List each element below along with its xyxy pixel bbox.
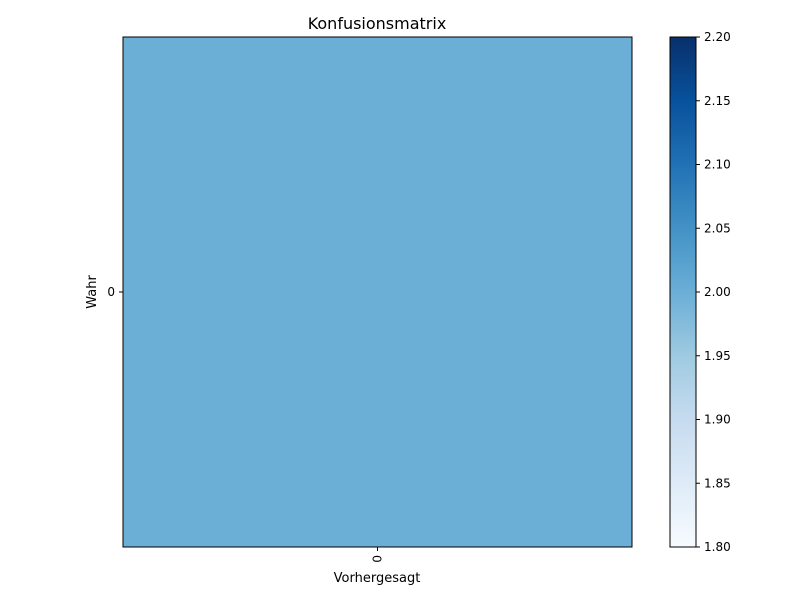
chart-title: Konfusionsmatrix xyxy=(308,14,447,33)
colorbar-tick-label: 2.20 xyxy=(704,30,731,44)
colorbar-tick-label: 1.95 xyxy=(704,349,731,363)
x-axis-ticks: 0 xyxy=(371,547,385,563)
y-axis-label: Wahr xyxy=(85,275,100,309)
y-axis-ticks: 0 xyxy=(107,285,123,299)
colorbar-tick-label: 2.15 xyxy=(704,94,731,108)
colorbar-tick-label: 1.90 xyxy=(704,413,731,427)
colorbar-tick-label: 1.80 xyxy=(704,540,731,554)
y-tick-label: 0 xyxy=(107,285,115,299)
colorbar-tick-label: 1.85 xyxy=(704,476,731,490)
colorbar-tick-label: 2.10 xyxy=(704,158,731,172)
x-axis-label: Vorhergesagt xyxy=(334,571,421,586)
x-tick-label: 0 xyxy=(371,555,385,563)
heatmap-cells xyxy=(123,37,632,547)
colorbar-ticks: 1.80 1.85 1.90 1.95 2.00 2.05 2.10 2.15 2.20 xyxy=(696,30,731,554)
colorbar-tick-label: 2.05 xyxy=(704,221,731,235)
colorbar xyxy=(669,36,697,548)
heatmap-cell xyxy=(123,37,632,547)
colorbar-tick-label: 2.00 xyxy=(704,285,731,299)
